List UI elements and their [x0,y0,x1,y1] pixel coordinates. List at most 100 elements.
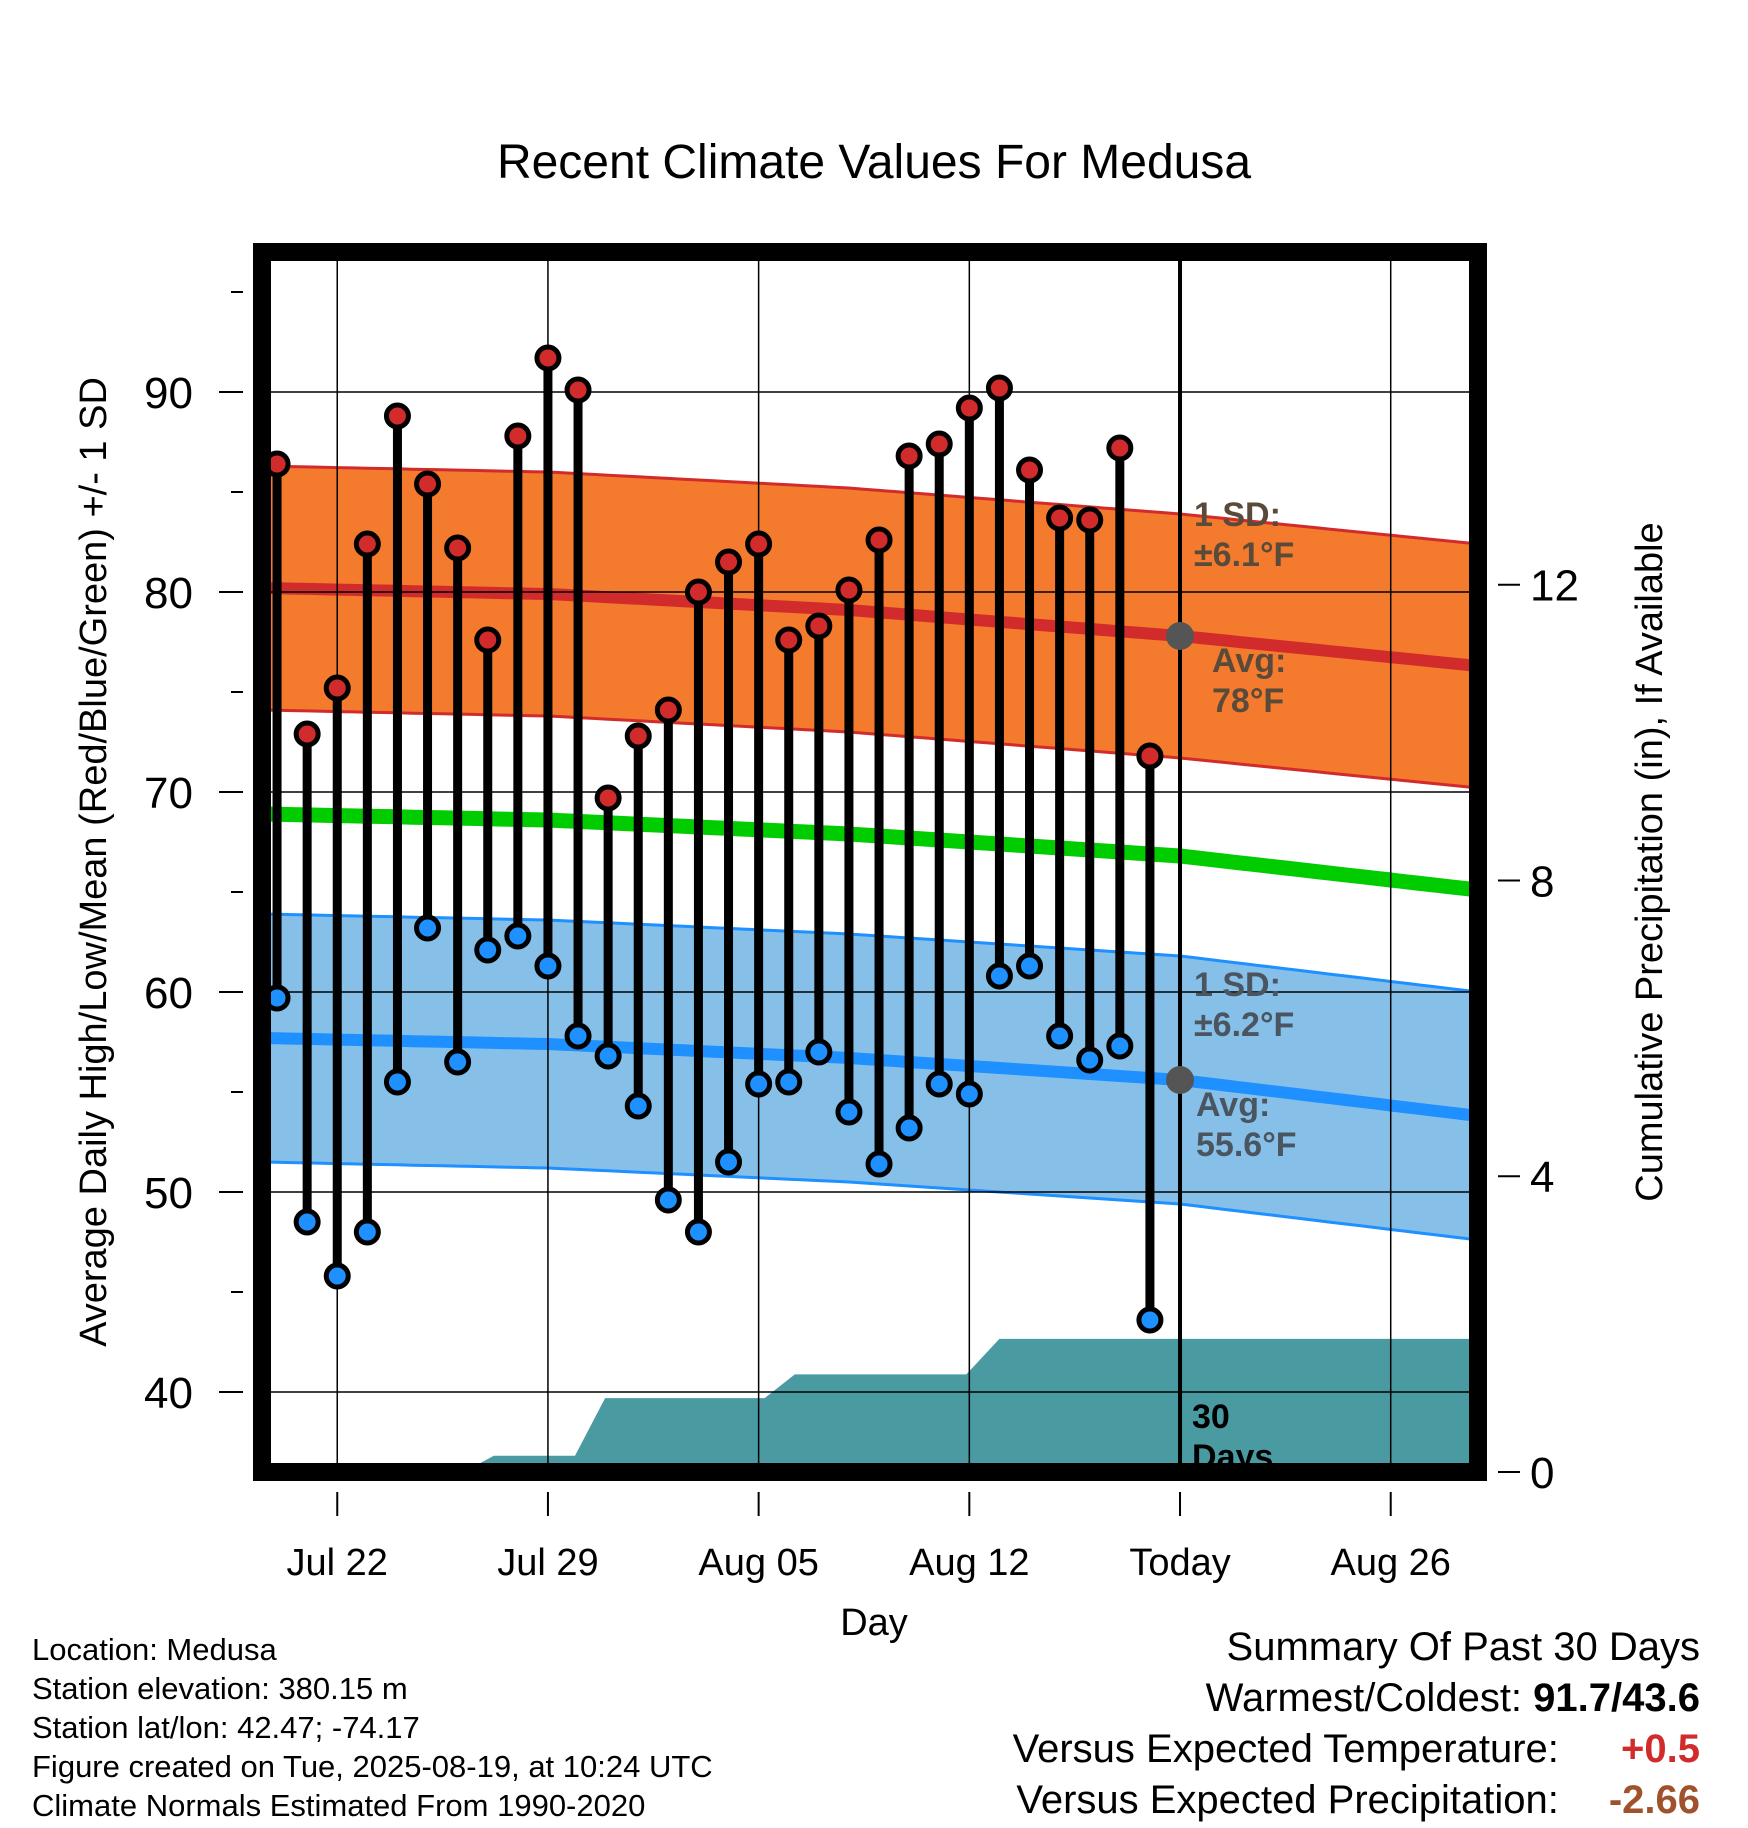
precip-diff-label: Versus Expected Precipitation: [1016,1778,1559,1822]
high-temp-point [865,526,893,554]
summary-temp: Versus Expected Temperature: +0.5 [1013,1724,1700,1775]
high-sd-annotation-label: 1 SD: [1194,496,1281,534]
low-temp-point [985,962,1013,990]
temp-diff-label: Versus Expected Temperature: [1012,1727,1559,1771]
high-temp-point [715,548,743,576]
high-temp-point [925,430,953,458]
low-sd-annotation-value: ±6.2°F [1194,1006,1294,1044]
x-tick-label: Aug 05 [698,1542,818,1584]
low-avg-annotation-value: 55.6°F [1196,1126,1297,1164]
high-temp-point [955,394,983,422]
elevation-text: Station elevation: 380.15 m [32,1671,408,1706]
today-high-avg-marker [1166,622,1195,650]
low-temp-point [715,1148,743,1176]
normals-text: Climate Normals Estimated From 1990-2020 [32,1788,646,1823]
low-sd-lower-line [262,1160,1478,1242]
low-temp-point [1136,1306,1164,1334]
low-temp-point [444,1048,472,1076]
high-temp-point [624,722,652,750]
low-temp-point [895,1114,923,1142]
high-temp-point [1046,504,1074,532]
high-temp-point [835,576,863,604]
high-avg-annotation-label: Avg: [1212,642,1286,680]
x-tick-label: Jul 29 [497,1542,598,1584]
high-temp-point [745,530,773,558]
low-temp-point [504,922,532,950]
warm-cold-label: Warmest/Coldest: [1205,1676,1523,1720]
summary-precip: Versus Expected Precipitation: -2.66 [1013,1775,1700,1826]
high-sd-band [262,466,1478,788]
low-temp-point [564,1022,592,1050]
low-temp-point [835,1098,863,1126]
low-normal-line [262,1032,1478,1122]
y-tick-label: 50 [144,1169,193,1218]
high-temp-point [684,578,712,606]
high-temp-point [564,376,592,404]
low-temp-point [474,936,502,964]
low-avg-annotation-label: Avg: [1196,1086,1270,1124]
x-tick-label: Aug 26 [1330,1542,1450,1584]
low-temp-point [1076,1046,1104,1074]
low-temp-point [383,1068,411,1096]
low-temp-point [684,1218,712,1246]
station-info: Location: Medusa Station elevation: 380.… [32,1630,713,1825]
precipitation-area [262,1338,1478,1472]
x-tick-label: Today [1129,1542,1230,1584]
mean-normal-line [262,806,1478,898]
low-sd-annotation-label: 1 SD: [1194,966,1281,1004]
warm-cold-value: 91.7/43.6 [1533,1676,1700,1720]
y-tick-label: 90 [144,369,193,418]
low-temp-point [865,1150,893,1178]
high-temp-point [444,534,472,562]
latlon-text: Station lat/lon: 42.47; -74.17 [32,1710,420,1745]
precip-diff-value: -2.66 [1608,1778,1700,1822]
low-temp-point [414,914,442,942]
low-temp-point [293,1208,321,1236]
high-avg-annotation-value: 78°F [1212,682,1284,720]
x-tick-label: Aug 12 [909,1542,1029,1584]
plot-frame [253,243,1487,1481]
y-tick-label: 70 [144,769,193,818]
high-temp-point [353,530,381,558]
today-low-avg-marker [1166,1066,1195,1094]
y-tick-label: 60 [144,969,193,1018]
summary-warm-cold: Warmest/Coldest: 91.7/43.6 [1013,1673,1700,1724]
high-temp-point [1106,434,1134,462]
high-temp-point [594,784,622,812]
low-temp-point [805,1038,833,1066]
y2-tick-label: 12 [1530,562,1579,611]
high-sd-lower-line [262,708,1478,790]
low-temp-point [323,1262,351,1290]
high-sd-upper-line [262,464,1478,546]
high-temp-point [293,720,321,748]
low-temp-point [1046,1022,1074,1050]
low-temp-point [594,1042,622,1070]
y2-tick-label: 8 [1530,857,1554,906]
window-annotation-label: 30 [1192,1398,1230,1436]
temp-diff-value: +0.5 [1621,1727,1700,1771]
summary-panel: Summary Of Past 30 Days Warmest/Coldest:… [1013,1622,1700,1826]
low-temp-point [624,1092,652,1120]
high-temp-point [985,374,1013,402]
high-temp-point [654,696,682,724]
high-temp-point [1136,742,1164,770]
low-temp-point [955,1080,983,1108]
y-tick-label: 40 [144,1369,193,1418]
high-temp-point [805,612,833,640]
high-temp-point [895,442,923,470]
location-text: Location: Medusa [32,1632,277,1667]
chart-title: Recent Climate Values For Medusa [497,136,1251,189]
low-temp-point [925,1070,953,1098]
low-temp-point [1016,952,1044,980]
high-temp-point [474,626,502,654]
x-tick-label: Jul 22 [287,1542,388,1584]
high-temp-point [775,626,803,654]
high-temp-point [323,674,351,702]
y2-tick-label: 0 [1530,1449,1554,1498]
y-tick-label: 80 [144,569,193,618]
created-text: Figure created on Tue, 2025-08-19, at 10… [32,1749,713,1784]
x-axis-label: Day [840,1602,908,1644]
